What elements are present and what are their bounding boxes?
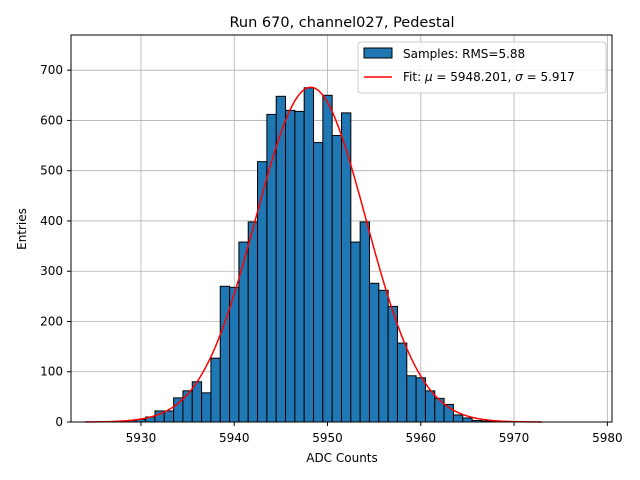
fit-curve-group: [84, 86, 543, 423]
histogram-bar: [182, 390, 193, 423]
histogram-bar: [359, 221, 370, 423]
y-tick-label: 100: [40, 365, 63, 379]
legend: Samples: RMS=5.88 Fit: μ = 5948.201, σ =…: [357, 41, 607, 94]
legend-fit-prefix: Fit:: [403, 70, 425, 84]
histogram-bar: [424, 390, 436, 423]
y-tick-label: 500: [40, 164, 63, 178]
legend-histogram-swatch: [363, 47, 393, 59]
chart-title: Run 670, channel027, Pedestal: [229, 15, 454, 31]
histogram-bar: [303, 87, 315, 423]
plot-frame: [70, 34, 613, 423]
x-tick-label: 5970: [499, 431, 530, 445]
legend-fit-label: Fit: μ = 5948.201, σ = 5.917: [403, 70, 575, 84]
histogram-bar: [275, 95, 287, 423]
histogram-bar: [210, 357, 221, 423]
histogram-bar: [201, 392, 212, 423]
histogram-bar: [406, 375, 417, 423]
histogram-bar: [285, 109, 296, 423]
legend-fit-sigma-symbol: σ: [515, 70, 523, 84]
histogram-bar: [257, 161, 268, 423]
histogram-bar: [452, 414, 464, 423]
legend-histogram-label: Samples: RMS=5.88: [403, 47, 525, 61]
histogram-bar: [238, 241, 249, 423]
histogram-bar: [247, 221, 259, 423]
fit-curve: [84, 86, 543, 423]
histogram-bar: [387, 305, 398, 423]
y-tick-label: 200: [40, 314, 63, 328]
histogram-bar: [350, 241, 361, 423]
x-axis-ticks: 5930 5940 5950 5960 5970 5980: [126, 422, 623, 445]
y-tick-label: 0: [55, 415, 63, 429]
x-tick-label: 5950: [312, 431, 343, 445]
legend-fit-mu-symbol: μ: [424, 70, 433, 84]
y-tick-label: 600: [40, 113, 63, 127]
histogram-bar: [163, 410, 175, 423]
y-tick-label: 700: [40, 63, 63, 77]
histogram-bar: [331, 135, 343, 423]
y-tick-label: 300: [40, 264, 63, 278]
histogram-bar: [462, 417, 473, 423]
x-tick-label: 5930: [126, 431, 157, 445]
y-tick-label: 400: [40, 214, 63, 228]
y-axis-ticks: 0 100 200 300 400 500 600 700: [40, 63, 71, 429]
histogram-bar: [219, 285, 231, 423]
x-tick-label: 5960: [406, 431, 437, 445]
histogram-bar: [415, 377, 426, 423]
histogram-bar: [173, 397, 184, 423]
histogram-bar: [322, 94, 333, 423]
legend-fit-mu-value: = 5948.201,: [433, 70, 516, 84]
histogram-bar: [396, 342, 408, 423]
y-axis-label: Entries: [15, 208, 29, 250]
legend-box: [357, 41, 607, 94]
histogram-bar: [313, 142, 324, 423]
x-tick-label: 5980: [592, 431, 623, 445]
histogram-bar: [294, 110, 305, 423]
x-tick-label: 5940: [219, 431, 250, 445]
histogram-bar: [229, 286, 240, 423]
x-axis-label: ADC Counts: [306, 451, 378, 465]
histogram-bar: [378, 289, 389, 423]
legend-fit-sigma-value: = 5.917: [523, 70, 575, 84]
histogram-bar: [368, 282, 380, 423]
